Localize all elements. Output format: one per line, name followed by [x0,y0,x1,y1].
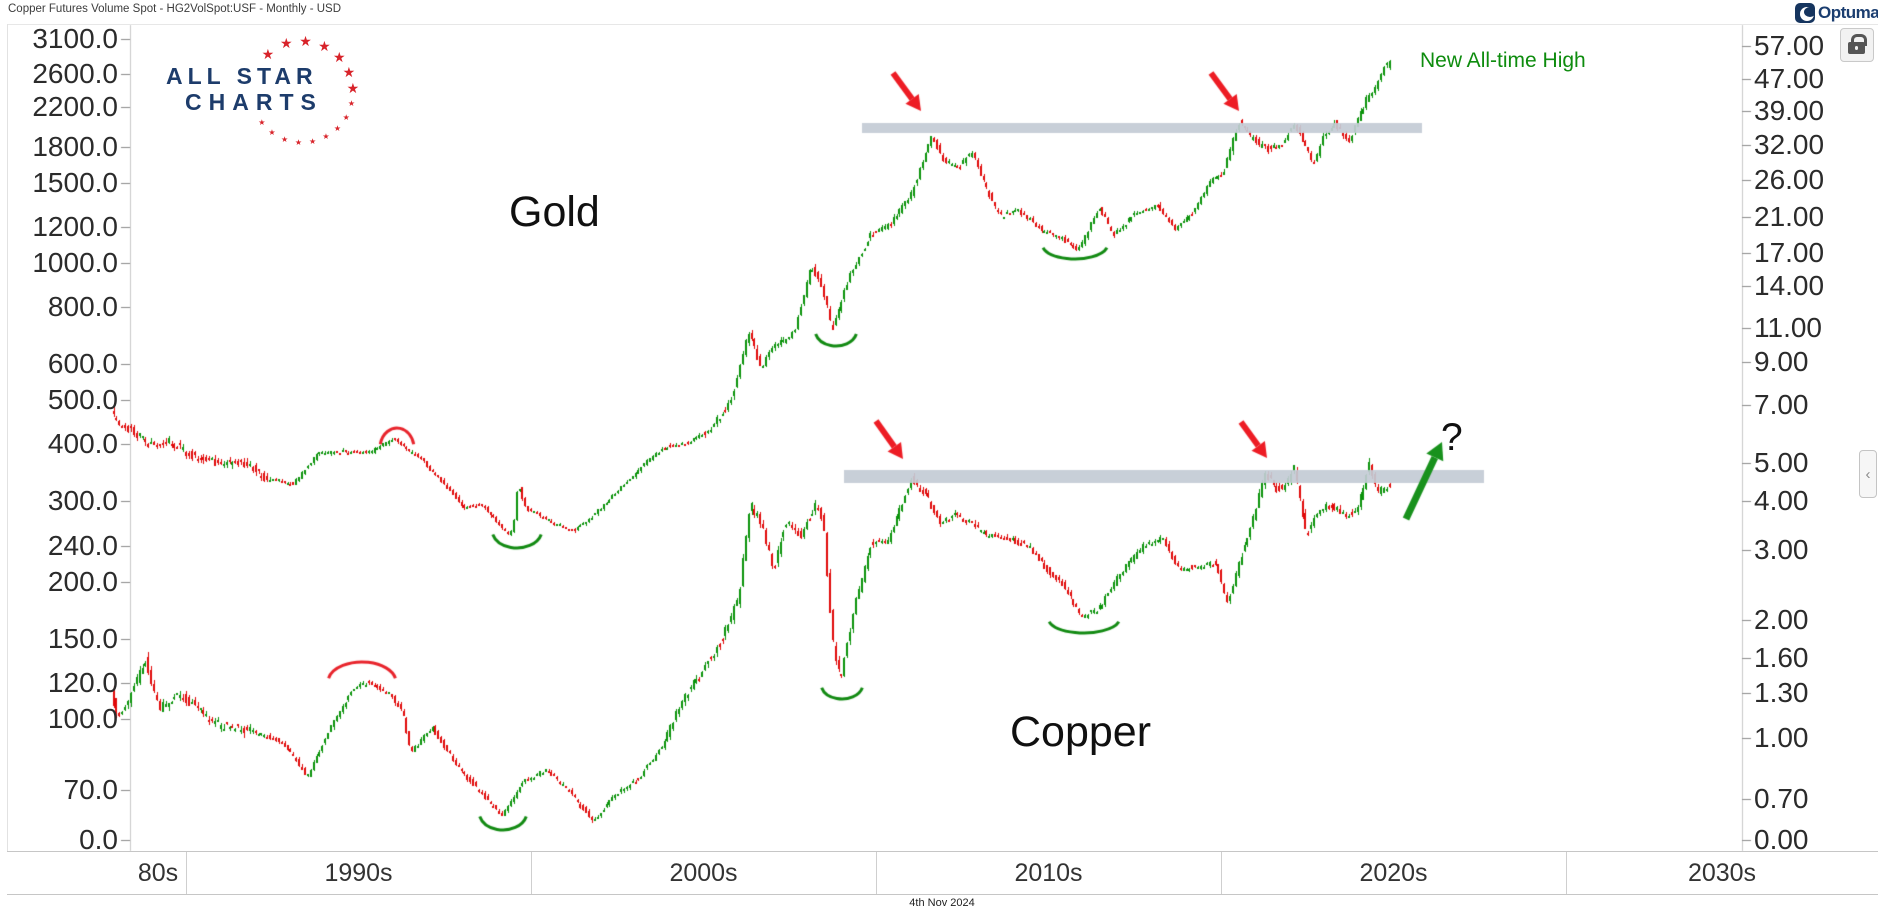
question-mark-annotation: ? [1441,416,1463,459]
star-icon: ★ [268,128,276,138]
right-axis-tick-label: 57.00 [1754,30,1825,61]
watermark-line-2: CHARTS [185,89,323,115]
star-icon: ★ [333,123,342,133]
decade-label: 2000s [669,859,738,887]
decade-label: 1990s [324,859,393,887]
left-axis-tick-label: 500.0 [47,384,118,416]
right-axis-tick-label: 11.00 [1754,311,1822,343]
star-icon: ★ [346,80,360,97]
left-axis-tick-label: 120.0 [47,666,118,698]
new-all-time-high-label: New All-time High [1420,49,1586,72]
star-icon: ★ [299,33,312,50]
star-icon: ★ [342,112,350,122]
left-axis-tick-label: 1200.0 [32,210,118,242]
star-icon: ★ [279,35,293,52]
left-axis-tick-label: 70.0 [63,773,119,805]
right-axis-tick-label: 0.70 [1754,783,1809,815]
decade-divider [876,852,877,894]
left-axis-tick-label: 1500.0 [32,166,118,198]
chevron-left-icon: ‹ [1865,465,1871,483]
lock-button[interactable] [1840,28,1874,62]
left-axis-tick-label: 600.0 [47,348,118,380]
right-axis-tick-label: 0.00 [1754,824,1809,855]
left-axis-tick-label: 150.0 [47,622,118,654]
decade-divider [1566,852,1567,894]
star-icon: ★ [261,46,275,63]
collapse-panel-button[interactable]: ‹ [1859,450,1877,498]
time-axis[interactable]: 80s 1990s 2000s 2010s 2020s 2030s [7,851,1878,895]
left-axis-tick-label: 400.0 [47,428,118,460]
left-axis-tick-label: 2200.0 [32,90,118,122]
optuma-logo: Optuma [1795,3,1878,23]
optuma-logo-icon [1795,3,1815,23]
star-icon: ★ [333,49,346,66]
left-axis-tick-label: 1000.0 [32,247,118,279]
right-axis-tick-label: 21.00 [1754,200,1825,232]
left-axis-tick-label: 0.0 [79,824,118,855]
left-axis-tick-label: 240.0 [47,529,118,561]
right-axis-tick-label: 39.00 [1754,94,1825,126]
right-axis-tick-label: 3.00 [1754,534,1809,566]
left-axis-tick-label: 3100.0 [32,23,118,54]
decade-label: 2020s [1359,859,1428,887]
star-icon: ★ [347,99,356,109]
right-axis-tick-label: 2.00 [1754,603,1809,635]
optuma-logo-label: Optuma [1818,3,1878,22]
star-icon: ★ [258,118,266,128]
star-icon: ★ [342,64,356,81]
decade-label: 80s [137,859,179,887]
left-axis-tick-label: 300.0 [47,485,118,517]
chart-title: Copper Futures Volume Spot - HG2VolSpot:… [8,3,341,15]
decade-label: 2010s [1014,859,1083,887]
gold-series-label: Gold [509,188,600,236]
right-axis-tick-label: 5.00 [1754,446,1809,478]
left-axis-tick-label: 800.0 [47,291,118,323]
decade-divider [186,852,187,894]
right-axis-tick-label: 1.00 [1754,722,1809,754]
star-icon: ★ [309,136,317,146]
decade-label: 2030s [1687,859,1757,887]
panel-top-border [7,24,1878,25]
right-axis-tick-label: 26.00 [1754,164,1825,196]
left-axis-tick-label: 1800.0 [32,130,118,162]
last-date-label: 4th Nov 2024 [909,897,975,909]
right-axis-tick-label: 47.00 [1754,63,1825,95]
star-icon: ★ [322,132,330,142]
lock-icon [1851,34,1867,46]
right-axis-tick-label: 7.00 [1754,389,1809,421]
decade-divider [531,852,532,894]
star-icon: ★ [318,38,331,55]
right-axis-tick-label: 4.00 [1754,484,1809,516]
right-axis-tick-label: 17.00 [1754,237,1825,269]
right-axis-tick-label: 14.00 [1754,270,1825,302]
right-axis-tick-label: 32.00 [1754,128,1825,160]
decade-divider [1221,852,1222,894]
right-axis-tick-label: 1.60 [1754,641,1809,673]
right-axis-tick-label: 1.30 [1754,677,1809,709]
star-icon: ★ [280,134,289,144]
copper-series-label: Copper [1010,708,1152,756]
right-axis-tick-label: 9.00 [1754,346,1809,377]
watermark-line-1: ALL STAR [166,63,318,89]
left-axis-tick-label: 2600.0 [32,57,118,89]
left-axis-tick-label: 100.0 [47,702,118,734]
panel-left-border [7,24,8,893]
left-axis-tick-label: 200.0 [47,565,118,597]
star-icon: ★ [294,137,303,147]
